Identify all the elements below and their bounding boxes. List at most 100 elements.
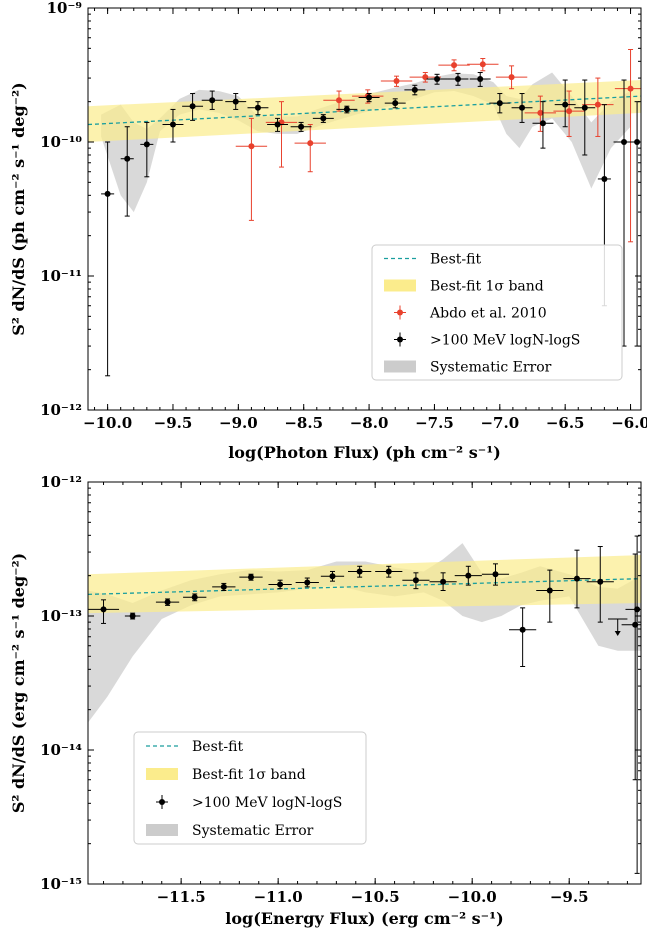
data-point	[495, 65, 528, 90]
data-marker	[307, 140, 314, 147]
data-marker	[343, 106, 350, 113]
data-marker	[581, 104, 588, 111]
data-point	[630, 101, 641, 347]
data-point	[124, 612, 141, 620]
x-tick-label: −6.5	[546, 414, 585, 432]
y-tick-label: 10⁻¹³	[40, 607, 82, 625]
data-point	[101, 141, 115, 377]
data-marker	[411, 86, 418, 93]
legend-swatch-marker	[159, 799, 165, 805]
data-point	[235, 117, 268, 221]
data-marker	[634, 606, 641, 613]
data-point	[375, 565, 403, 578]
y-axis-label: S² dN/dS (ph cm⁻² s⁻¹ deg⁻²)	[9, 82, 28, 335]
data-point	[614, 49, 641, 243]
data-point	[524, 95, 557, 132]
y-axis-label: S² dN/dS (erg cm⁻² s⁻¹ deg⁻²)	[9, 553, 28, 813]
data-marker	[385, 568, 392, 575]
data-marker	[366, 94, 373, 101]
data-point	[268, 579, 292, 590]
data-marker	[546, 587, 553, 594]
x-axis-label: log(Energy Flux) (erg cm⁻² s⁻¹)	[225, 909, 503, 928]
series-abdo-2010	[235, 49, 641, 243]
data-point	[467, 57, 499, 72]
y-tick-label: 10⁻¹⁴	[40, 741, 82, 759]
data-marker	[539, 120, 546, 127]
data-marker	[248, 143, 255, 150]
data-point	[429, 572, 457, 591]
data-marker	[434, 76, 441, 83]
data-marker	[247, 574, 254, 581]
data-marker	[277, 581, 284, 588]
legend: Best-fit Best-fit 1σ band Abdo et al. 2010…	[371, 244, 623, 381]
data-marker	[164, 599, 171, 606]
data-marker	[621, 139, 628, 145]
data-point	[323, 90, 355, 112]
upper-limit-arrow	[614, 630, 621, 636]
x-tick-label: −11.0	[254, 888, 303, 906]
data-point	[511, 93, 533, 123]
data-point	[183, 593, 207, 602]
data-marker	[537, 109, 544, 116]
data-point	[348, 565, 372, 578]
legend-swatch-band	[384, 279, 416, 292]
data-marker	[143, 141, 150, 148]
data-marker	[392, 100, 399, 107]
data-marker	[594, 101, 601, 108]
chart-panel-photon-flux: −10.0 −9.5 −9.0 −8.5 −8.0 −7.5 −7.0 −6.5 −6.0 10⁻…	[9, 0, 647, 462]
data-point	[320, 570, 345, 582]
data-marker	[566, 108, 573, 115]
data-point	[155, 598, 180, 606]
y-tick-label: 10⁻¹²	[40, 401, 82, 419]
data-marker	[336, 97, 343, 104]
data-marker	[601, 175, 608, 182]
data-point	[402, 572, 430, 590]
data-point	[608, 618, 628, 636]
data-marker	[562, 101, 569, 108]
data-marker	[440, 578, 447, 585]
x-tick-label: −10.0	[448, 888, 497, 906]
data-point	[88, 599, 120, 624]
data-marker	[320, 115, 327, 122]
data-point	[120, 126, 134, 217]
plot-frame	[87, 7, 642, 411]
best-fit-line	[88, 95, 641, 126]
data-marker	[519, 104, 526, 111]
legend-label: Systematic Error	[430, 360, 552, 376]
data-point	[290, 121, 312, 132]
legend-swatch-band	[384, 360, 416, 373]
legend-label: Best-fit	[192, 739, 243, 755]
data-point	[358, 93, 380, 103]
data-marker	[209, 97, 216, 104]
data-point	[625, 535, 641, 874]
best-fit-1sigma-band	[88, 555, 641, 614]
chart-panel-energy-flux: −11.5 −11.0 −10.5 −10.0 −9.5 10⁻¹⁵ 10⁻¹⁴ 10⁻¹³ 1…	[9, 473, 642, 928]
data-point	[162, 108, 184, 143]
data-marker	[100, 606, 107, 613]
data-marker	[479, 61, 486, 68]
data-point	[563, 549, 591, 609]
data-marker	[191, 594, 198, 601]
data-marker	[477, 76, 484, 83]
data-point	[574, 79, 596, 156]
data-marker	[412, 577, 419, 584]
data-marker	[274, 121, 281, 128]
data-point	[509, 607, 537, 667]
data-point	[469, 72, 491, 87]
x-tick-label: −9.5	[154, 414, 193, 432]
data-point	[426, 73, 448, 85]
data-marker	[220, 583, 227, 590]
y-tick-label: 10⁻¹¹	[40, 267, 82, 285]
x-tick-label: −10.5	[351, 888, 400, 906]
data-marker	[465, 572, 472, 579]
y-tick-label: 10⁻¹²	[40, 473, 82, 491]
legend-label: Best-fit	[430, 252, 481, 268]
y-tick-label: 10⁻¹⁰	[40, 133, 82, 151]
data-point	[554, 79, 576, 128]
plot-area	[88, 535, 641, 874]
x-tick-label: −8.5	[284, 414, 323, 432]
data-point	[553, 90, 585, 137]
data-marker	[298, 123, 305, 130]
data-point	[384, 98, 406, 109]
